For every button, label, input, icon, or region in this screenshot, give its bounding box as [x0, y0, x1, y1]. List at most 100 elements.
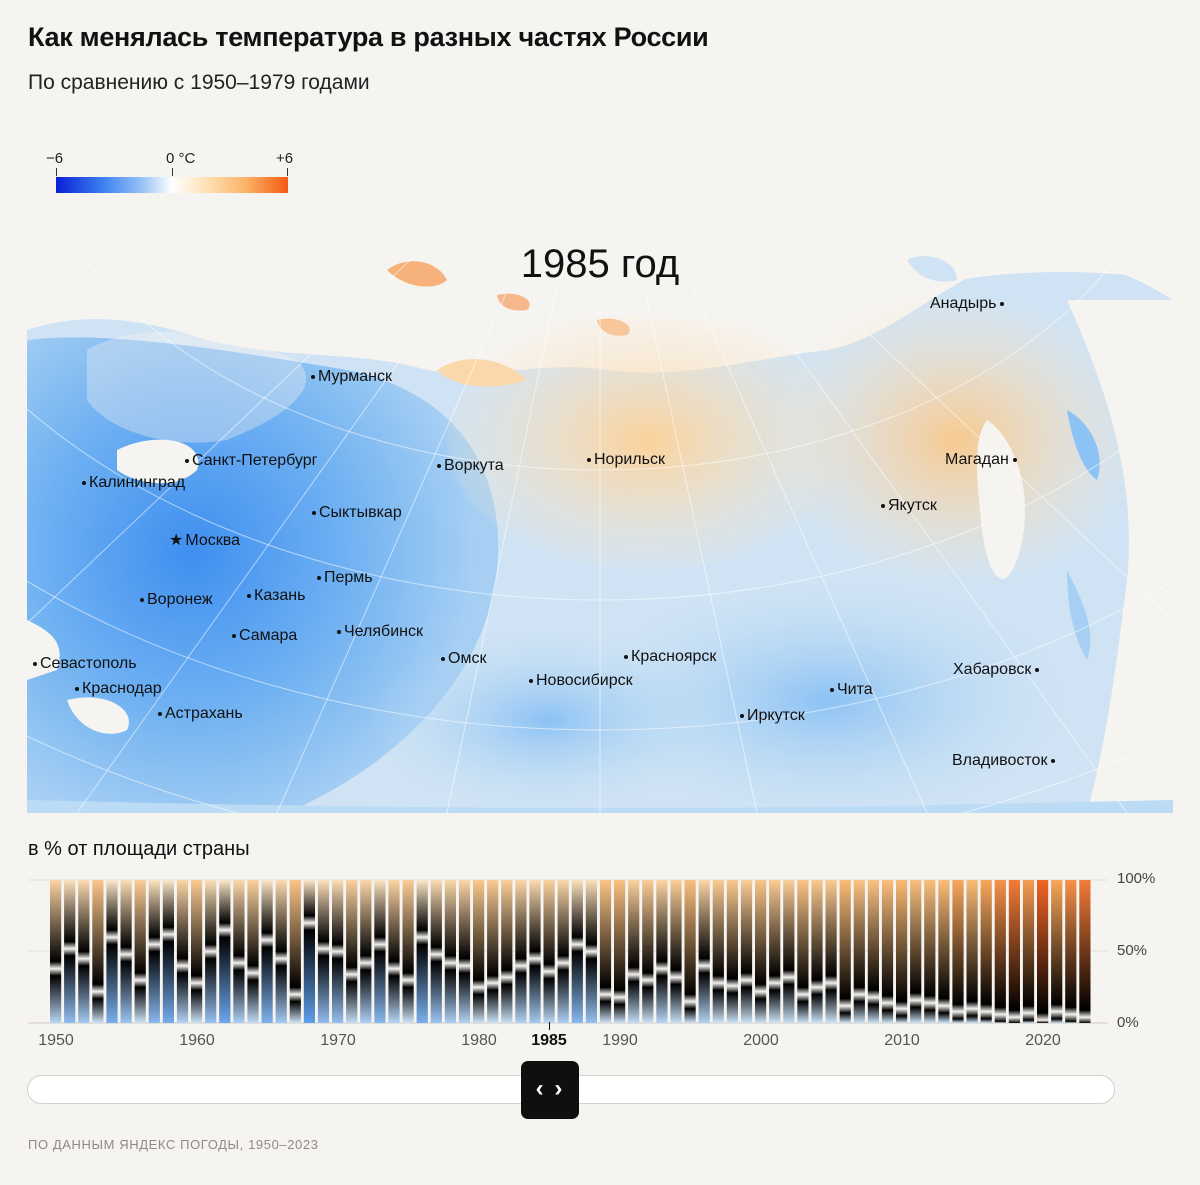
- city-voronezh: Воронеж: [140, 591, 213, 609]
- legend-mid-label: 0 °C: [166, 150, 196, 167]
- city-moscow: ★ Москва: [169, 532, 240, 549]
- stripe-2001[interactable]: [769, 880, 781, 1023]
- stripe-1969[interactable]: [317, 880, 330, 1023]
- stripe-2015[interactable]: [966, 880, 978, 1023]
- stripe-1952[interactable]: [78, 880, 90, 1023]
- stripe-1956[interactable]: [134, 880, 146, 1023]
- stripe-1974[interactable]: [388, 880, 400, 1023]
- stripe-2013[interactable]: [938, 880, 950, 1023]
- stripe-2021[interactable]: [1051, 880, 1063, 1023]
- stripe-2006[interactable]: [839, 880, 851, 1023]
- city-syktyvkar: Сыктывкар: [312, 504, 402, 522]
- stripe-2005[interactable]: [825, 880, 837, 1023]
- stripe-1967[interactable]: [289, 880, 301, 1023]
- stripe-1986[interactable]: [557, 880, 569, 1023]
- x-label-1990: 1990: [602, 1032, 638, 1049]
- stripe-2008[interactable]: [867, 880, 879, 1023]
- city-krasnodar: Краснодар: [75, 680, 162, 698]
- stripe-1950[interactable]: [50, 880, 62, 1023]
- stripe-1985[interactable]: [543, 880, 555, 1023]
- stripe-1964[interactable]: [247, 880, 259, 1023]
- stripe-1957[interactable]: [148, 880, 160, 1023]
- stripe-1966[interactable]: [275, 880, 287, 1023]
- stripe-2011[interactable]: [910, 880, 922, 1023]
- stripe-1987[interactable]: [571, 880, 583, 1023]
- stripe-1984[interactable]: [529, 880, 541, 1023]
- stripe-1999[interactable]: [740, 880, 753, 1023]
- y-label-0: 0%: [1117, 1014, 1139, 1031]
- city-kaliningrad: Калининград: [82, 474, 185, 492]
- stripe-1976[interactable]: [416, 880, 428, 1023]
- city-norilsk: Норильск: [587, 451, 665, 469]
- stripe-2012[interactable]: [924, 880, 936, 1023]
- stripe-1990[interactable]: [614, 880, 626, 1023]
- city-kazan: Казань: [247, 587, 305, 605]
- x-label-1960: 1960: [179, 1032, 215, 1049]
- stripe-2009[interactable]: [881, 880, 894, 1023]
- city-magadan: Магадан: [945, 451, 1020, 469]
- city-novosibirsk: Новосибирск: [529, 672, 633, 690]
- selected-year-marker: [549, 1022, 550, 1030]
- stripe-2023[interactable]: [1079, 880, 1091, 1023]
- city-krasnoyarsk: Красноярск: [624, 648, 716, 666]
- stripe-1960[interactable]: [191, 880, 203, 1023]
- stripe-2003[interactable]: [797, 880, 809, 1023]
- stripe-1981[interactable]: [487, 880, 499, 1023]
- stripe-2016[interactable]: [980, 880, 992, 1023]
- stripe-2020[interactable]: [1037, 880, 1049, 1023]
- stripe-1970[interactable]: [332, 880, 344, 1023]
- stripe-1954[interactable]: [106, 880, 118, 1023]
- city-anadyr: Анадырь: [930, 295, 1007, 313]
- stripe-1955[interactable]: [120, 880, 132, 1023]
- map-canvas: [27, 240, 1173, 813]
- stripe-2017[interactable]: [994, 880, 1006, 1023]
- stripe-1958[interactable]: [162, 880, 174, 1023]
- stripe-1972[interactable]: [360, 880, 372, 1023]
- stripe-2019[interactable]: [1022, 880, 1035, 1023]
- stripe-1968[interactable]: [303, 880, 315, 1023]
- stripe-1959[interactable]: [176, 880, 189, 1023]
- stripe-1989[interactable]: [599, 880, 612, 1023]
- stripe-1971[interactable]: [346, 880, 358, 1023]
- stripe-1980[interactable]: [473, 880, 485, 1023]
- stripe-2014[interactable]: [952, 880, 964, 1023]
- city-samara: Самара: [232, 627, 297, 645]
- stripe-1994[interactable]: [670, 880, 682, 1023]
- stripe-1979[interactable]: [458, 880, 471, 1023]
- chevrons-icon: ‹ ›: [535, 1075, 565, 1102]
- city-chelyabinsk: Челябинск: [337, 623, 423, 641]
- stripe-1991[interactable]: [628, 880, 640, 1023]
- legend-max-label: +6: [276, 150, 294, 167]
- stripe-1996[interactable]: [698, 880, 710, 1023]
- stripe-1998[interactable]: [726, 880, 738, 1023]
- stripe-1951[interactable]: [64, 880, 76, 1023]
- x-label-1950: 1950: [38, 1032, 74, 1049]
- stripe-1992[interactable]: [642, 880, 654, 1023]
- stripe-1988[interactable]: [585, 880, 597, 1023]
- stripe-2010[interactable]: [896, 880, 908, 1023]
- stripe-1973[interactable]: [374, 880, 386, 1023]
- year-slider-handle[interactable]: ‹ ›: [521, 1061, 579, 1119]
- stripe-1965[interactable]: [261, 880, 273, 1023]
- stripe-2007[interactable]: [853, 880, 865, 1023]
- stripe-1983[interactable]: [515, 880, 527, 1023]
- stripe-1963[interactable]: [233, 880, 245, 1023]
- stripe-1993[interactable]: [656, 880, 668, 1023]
- stripe-1978[interactable]: [444, 880, 456, 1023]
- stripe-2018[interactable]: [1008, 880, 1020, 1023]
- stripe-2000[interactable]: [755, 880, 767, 1023]
- stripe-1977[interactable]: [430, 880, 442, 1023]
- stripe-1975[interactable]: [402, 880, 414, 1023]
- warming-stripes-chart[interactable]: [28, 878, 1108, 1026]
- stripe-1962[interactable]: [219, 880, 231, 1023]
- stripe-2022[interactable]: [1065, 880, 1077, 1023]
- x-label-1985: 1985: [531, 1032, 567, 1049]
- stripe-2004[interactable]: [811, 880, 823, 1023]
- stripe-1995[interactable]: [684, 880, 696, 1023]
- stripe-1961[interactable]: [205, 880, 217, 1023]
- stripe-2002[interactable]: [783, 880, 795, 1023]
- stripe-1997[interactable]: [712, 880, 724, 1023]
- stripe-1982[interactable]: [501, 880, 513, 1023]
- city-vladivostok: Владивосток: [952, 752, 1058, 770]
- stripe-1953[interactable]: [92, 880, 104, 1023]
